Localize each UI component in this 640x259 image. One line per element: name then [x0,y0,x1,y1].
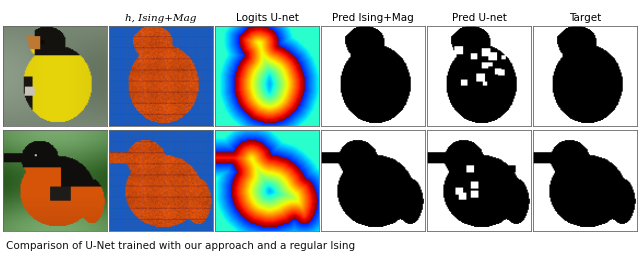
Text: Comparison of U-Net trained with our approach and a regular Ising: Comparison of U-Net trained with our app… [6,241,356,251]
Text: Logits U-net: Logits U-net [236,13,298,23]
Text: h, Ising+Mag: h, Ising+Mag [125,14,196,23]
Text: Pred U-net: Pred U-net [452,13,506,23]
Text: Pred Ising+Mag: Pred Ising+Mag [332,13,414,23]
Text: Target: Target [569,13,601,23]
